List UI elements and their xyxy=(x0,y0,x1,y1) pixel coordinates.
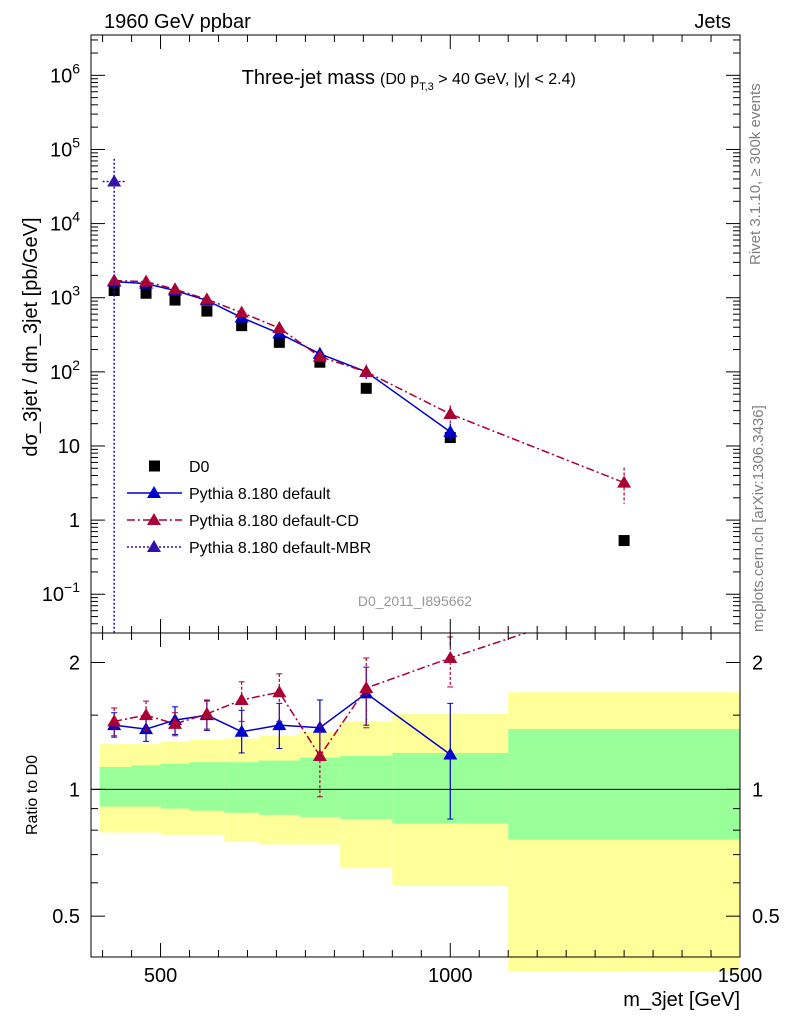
d0-data-point xyxy=(236,320,248,332)
ratio-point-0 xyxy=(272,718,287,731)
y-tick-label: 105 xyxy=(50,134,80,161)
x-tick-label: 500 xyxy=(144,965,177,987)
d0-data-point xyxy=(169,294,181,306)
ratio-point-1 xyxy=(359,680,374,693)
ratio-point-1 xyxy=(443,650,458,663)
header-right: Jets xyxy=(694,11,731,33)
x-tick-label: 1500 xyxy=(718,965,763,987)
legend-marker xyxy=(147,513,161,525)
series-point-2 xyxy=(139,274,154,287)
mbr-data-point xyxy=(107,174,122,187)
d0-data-point xyxy=(201,305,213,317)
ratio-y-tick-label-right: 1 xyxy=(752,779,763,801)
main-plot-panel: Three-jet mass (D0 pT,3 > 40 GeV, |y| < … xyxy=(20,34,741,634)
plot-title: Three-jet mass xyxy=(242,67,375,89)
legend-label: D0 xyxy=(189,459,210,476)
legend-label: Pythia 8.180 default-MBR xyxy=(189,540,371,557)
d0-data-point xyxy=(360,382,372,394)
green-band xyxy=(160,763,190,809)
x-tick-label: 1000 xyxy=(428,965,473,987)
ratio-y-ticks: 0.5 0.5 1 1 2 2 xyxy=(52,653,780,929)
ratio-point-0 xyxy=(234,724,249,737)
rivet-label: Rivet 3.1.10, ≥ 300k events xyxy=(747,83,764,265)
green-band xyxy=(99,766,132,807)
ratio-point-1 xyxy=(234,692,249,705)
series-point-2 xyxy=(312,349,327,362)
ratio-plot-frame xyxy=(90,632,741,958)
y-tick-label: 103 xyxy=(50,283,80,310)
header-left: 1960 GeV ppbar xyxy=(104,11,251,33)
legend-marker-d0 xyxy=(149,460,160,472)
ratio-y-tick-label-right: 2 xyxy=(752,653,763,675)
main-x-ticks xyxy=(102,35,741,633)
ratio-point-1 xyxy=(139,708,154,721)
ratio-series xyxy=(107,632,526,820)
x-axis-label: m_3jet [GeV] xyxy=(623,989,740,1011)
ratio-point-1 xyxy=(199,706,214,719)
ratio-plot-panel: 0.5 0.5 1 1 2 2 500 1000 1500 Ratio to D0 m_3je… xyxy=(24,632,780,1011)
legend-label: Pythia 8.180 default xyxy=(189,486,331,503)
series-point-2 xyxy=(617,475,632,488)
ratio-point-1 xyxy=(272,685,287,698)
d0-data-point xyxy=(273,336,285,348)
main-y-ticks: 10−1 1 10 102 103 104 105 106 xyxy=(42,39,740,634)
ratio-y-tick-label-right: 0.5 xyxy=(752,906,780,928)
ratio-y-label: Ratio to D0 xyxy=(24,755,41,835)
series-point-2 xyxy=(443,407,458,420)
series-point-2 xyxy=(168,282,183,295)
green-band xyxy=(508,729,740,840)
ratio-x-ticks: 500 1000 1500 xyxy=(102,633,763,987)
y-axis-label: dσ_3jet / dm_3jet [pb/GeV] xyxy=(20,217,42,456)
series-point-2 xyxy=(234,305,249,318)
legend-label: Pythia 8.180 default-CD xyxy=(189,513,359,530)
green-band xyxy=(340,755,393,820)
y-tick-label: 10 xyxy=(58,436,80,458)
ratio-point-1 xyxy=(312,748,327,761)
ratio-y-tick-label: 1 xyxy=(69,779,80,801)
ratio-point-1 xyxy=(107,714,122,727)
ratio-y-tick-label: 2 xyxy=(69,653,80,675)
green-band xyxy=(189,762,225,811)
plot-title-cuts: (D0 pT,3 > 40 GeV, |y| < 2.4) xyxy=(380,71,576,93)
ratio-point-0 xyxy=(443,747,458,760)
y-tick-label: 10−1 xyxy=(42,579,80,606)
y-tick-label: 1 xyxy=(69,510,80,532)
uncertainty-bands xyxy=(99,692,740,972)
y-tick-label: 102 xyxy=(50,357,80,384)
legend-marker xyxy=(147,540,161,552)
ratio-y-tick-label: 0.5 xyxy=(52,906,80,928)
green-band xyxy=(131,765,161,807)
legend-marker xyxy=(147,486,161,498)
d0-data-point xyxy=(108,285,120,297)
analysis-watermark: D0_2011_I895662 xyxy=(358,593,472,609)
series-point-1 xyxy=(443,424,458,437)
green-band xyxy=(224,762,260,813)
series-point-2 xyxy=(272,321,287,334)
series-point-2 xyxy=(199,292,214,305)
ratio-point-1 xyxy=(168,716,183,729)
ratio-line-1 xyxy=(114,632,526,758)
d0-data-point xyxy=(140,287,152,299)
mcplots-label: mcplots.cern.ch [arXiv:1306.3436] xyxy=(750,405,767,632)
d0-data-point xyxy=(618,535,630,547)
main-plot-frame xyxy=(90,34,741,634)
green-band xyxy=(259,760,300,815)
y-tick-label: 106 xyxy=(50,60,80,87)
main-series xyxy=(102,158,632,633)
legend: D0 Pythia 8.180 default Pythia 8.180 defau… xyxy=(127,459,371,557)
series-point-2 xyxy=(359,364,374,377)
y-tick-label: 104 xyxy=(50,209,80,236)
